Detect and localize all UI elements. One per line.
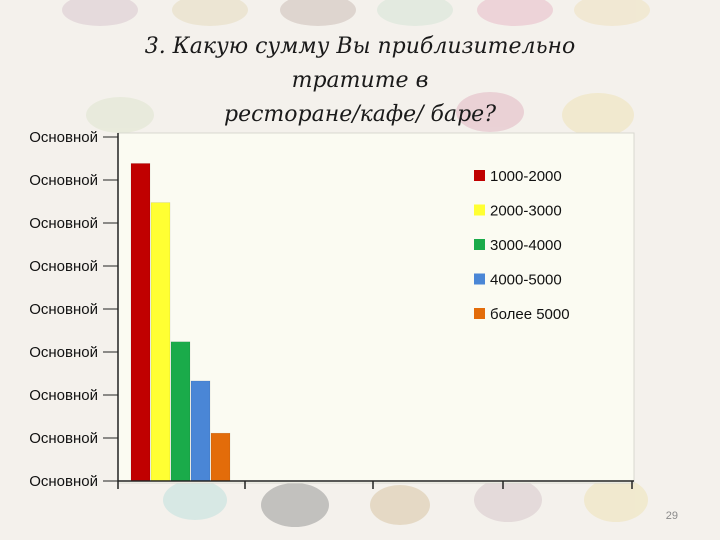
legend-label: 4000-5000 (490, 272, 562, 289)
y-tick-label: Основной (29, 473, 98, 490)
legend-swatch (474, 273, 485, 285)
y-tick-label: Основной (29, 387, 98, 404)
bar-1000-2000 (130, 163, 151, 482)
page-number: 29 (665, 510, 678, 522)
y-tick-label: Основной (29, 172, 98, 189)
legend-label: более 5000 (490, 306, 570, 323)
legend-label: 2000-3000 (490, 203, 562, 220)
y-tick-label: Основной (29, 344, 98, 361)
y-tick-label: Основной (29, 258, 98, 275)
legend-label: 1000-2000 (490, 168, 562, 185)
legend-label: 3000-4000 (490, 237, 562, 254)
y-tick-label: Основной (29, 215, 98, 232)
bar-group (130, 163, 231, 482)
legend-swatch (474, 239, 485, 250)
bar-2000-3000 (150, 202, 171, 482)
slide-title-line-2: ресторане/кафе/ баре? (224, 102, 496, 127)
bar-4000-5000 (190, 380, 211, 482)
y-tick-label: Основной (29, 301, 98, 318)
y-axis-labels: Основной Основной Основной Основной Основной… (29, 129, 118, 490)
y-tick-label: Основной (29, 430, 98, 447)
axes (117, 133, 634, 489)
bar-более-5000 (210, 432, 231, 482)
legend-swatch (474, 170, 485, 181)
legend: 1000-2000 2000-3000 3000-4000 4000-5000 боле… (474, 168, 570, 323)
bar-3000-4000 (170, 341, 191, 482)
slide-title: 3. Какую сумму Вы приблизительно тратите… (100, 30, 620, 132)
y-tick-label: Основной (29, 129, 98, 146)
legend-swatch (474, 308, 485, 319)
legend-swatch (474, 204, 485, 216)
slide-title-line-1: 3. Какую сумму Вы приблизительно тратите… (144, 34, 576, 93)
